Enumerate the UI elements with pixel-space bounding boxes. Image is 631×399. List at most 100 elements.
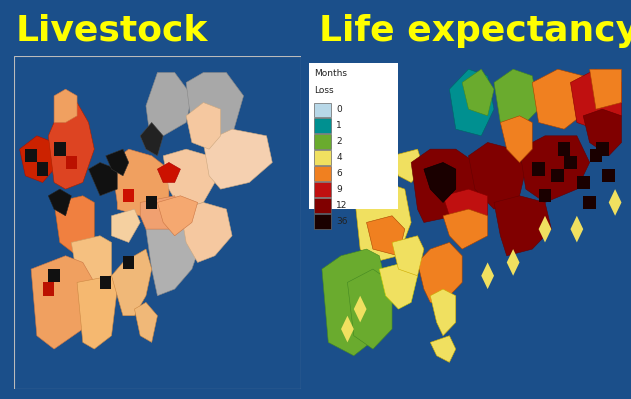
Text: Months: Months bbox=[314, 69, 347, 78]
Polygon shape bbox=[354, 76, 392, 129]
Polygon shape bbox=[411, 149, 481, 223]
Polygon shape bbox=[373, 149, 386, 162]
Polygon shape bbox=[494, 196, 551, 256]
Polygon shape bbox=[123, 256, 134, 269]
Polygon shape bbox=[49, 189, 71, 216]
Polygon shape bbox=[54, 196, 94, 256]
Polygon shape bbox=[66, 156, 77, 169]
Polygon shape bbox=[449, 69, 494, 136]
Polygon shape bbox=[589, 69, 622, 109]
Polygon shape bbox=[558, 142, 570, 156]
Polygon shape bbox=[316, 129, 354, 176]
Text: 4: 4 bbox=[336, 154, 342, 162]
Polygon shape bbox=[146, 216, 203, 296]
Polygon shape bbox=[539, 216, 551, 243]
Polygon shape bbox=[43, 282, 54, 296]
Polygon shape bbox=[570, 216, 583, 243]
Polygon shape bbox=[54, 142, 66, 156]
Polygon shape bbox=[186, 103, 221, 149]
Text: 1: 1 bbox=[336, 121, 342, 130]
Polygon shape bbox=[424, 162, 456, 202]
Polygon shape bbox=[186, 73, 244, 149]
Polygon shape bbox=[367, 69, 386, 103]
Bar bbox=[314, 119, 331, 134]
Polygon shape bbox=[539, 189, 551, 202]
Text: 12: 12 bbox=[336, 201, 348, 210]
Polygon shape bbox=[533, 69, 589, 129]
Polygon shape bbox=[583, 196, 596, 209]
Polygon shape bbox=[418, 243, 462, 302]
Text: 6: 6 bbox=[336, 170, 342, 178]
Polygon shape bbox=[140, 122, 163, 156]
Polygon shape bbox=[112, 249, 151, 316]
Text: Livestock: Livestock bbox=[15, 14, 208, 48]
Bar bbox=[314, 150, 331, 166]
Text: Loss: Loss bbox=[314, 86, 334, 95]
Polygon shape bbox=[71, 236, 112, 282]
Polygon shape bbox=[551, 169, 564, 182]
Polygon shape bbox=[589, 149, 603, 162]
Polygon shape bbox=[354, 182, 411, 263]
Polygon shape bbox=[596, 142, 609, 156]
Polygon shape bbox=[367, 216, 405, 256]
Polygon shape bbox=[341, 316, 354, 342]
Polygon shape bbox=[519, 136, 589, 202]
Polygon shape bbox=[533, 162, 545, 176]
Polygon shape bbox=[354, 296, 367, 322]
Polygon shape bbox=[583, 109, 622, 156]
Text: 36: 36 bbox=[336, 217, 348, 227]
Polygon shape bbox=[106, 149, 129, 176]
Text: 9: 9 bbox=[336, 186, 342, 194]
Polygon shape bbox=[112, 209, 140, 243]
Polygon shape bbox=[577, 176, 589, 189]
Polygon shape bbox=[603, 169, 615, 182]
Polygon shape bbox=[158, 162, 180, 182]
Polygon shape bbox=[564, 156, 577, 169]
Bar bbox=[314, 134, 331, 150]
Polygon shape bbox=[54, 89, 77, 122]
Polygon shape bbox=[112, 149, 169, 216]
Bar bbox=[314, 166, 331, 182]
Polygon shape bbox=[31, 256, 94, 349]
Polygon shape bbox=[443, 209, 488, 249]
Polygon shape bbox=[163, 149, 215, 209]
Polygon shape bbox=[494, 69, 539, 129]
Text: Life expectancy: Life expectancy bbox=[319, 14, 631, 48]
Text: 0: 0 bbox=[336, 105, 342, 115]
Polygon shape bbox=[481, 263, 494, 289]
Bar bbox=[314, 103, 331, 117]
Polygon shape bbox=[140, 196, 180, 229]
Polygon shape bbox=[158, 196, 198, 236]
Polygon shape bbox=[49, 103, 94, 189]
Polygon shape bbox=[462, 69, 494, 116]
Polygon shape bbox=[322, 249, 386, 356]
Bar bbox=[314, 182, 331, 198]
Polygon shape bbox=[77, 276, 117, 349]
Polygon shape bbox=[609, 189, 622, 216]
Polygon shape bbox=[392, 149, 424, 182]
Polygon shape bbox=[468, 142, 526, 209]
Polygon shape bbox=[203, 129, 273, 189]
Polygon shape bbox=[379, 263, 418, 309]
Polygon shape bbox=[25, 149, 37, 162]
Polygon shape bbox=[20, 136, 54, 182]
Bar bbox=[314, 214, 331, 229]
Polygon shape bbox=[430, 336, 456, 362]
Polygon shape bbox=[146, 196, 158, 209]
Polygon shape bbox=[180, 202, 232, 263]
Polygon shape bbox=[100, 276, 112, 289]
Polygon shape bbox=[88, 162, 117, 196]
Polygon shape bbox=[500, 116, 533, 162]
Polygon shape bbox=[443, 189, 488, 229]
Polygon shape bbox=[507, 249, 519, 276]
Bar bbox=[314, 198, 331, 213]
Polygon shape bbox=[348, 269, 392, 349]
Polygon shape bbox=[430, 289, 456, 336]
Polygon shape bbox=[37, 162, 49, 176]
Polygon shape bbox=[134, 302, 158, 342]
Polygon shape bbox=[123, 189, 134, 202]
Polygon shape bbox=[570, 69, 622, 129]
Polygon shape bbox=[392, 236, 424, 276]
Text: 2: 2 bbox=[336, 138, 342, 146]
Polygon shape bbox=[146, 73, 192, 149]
